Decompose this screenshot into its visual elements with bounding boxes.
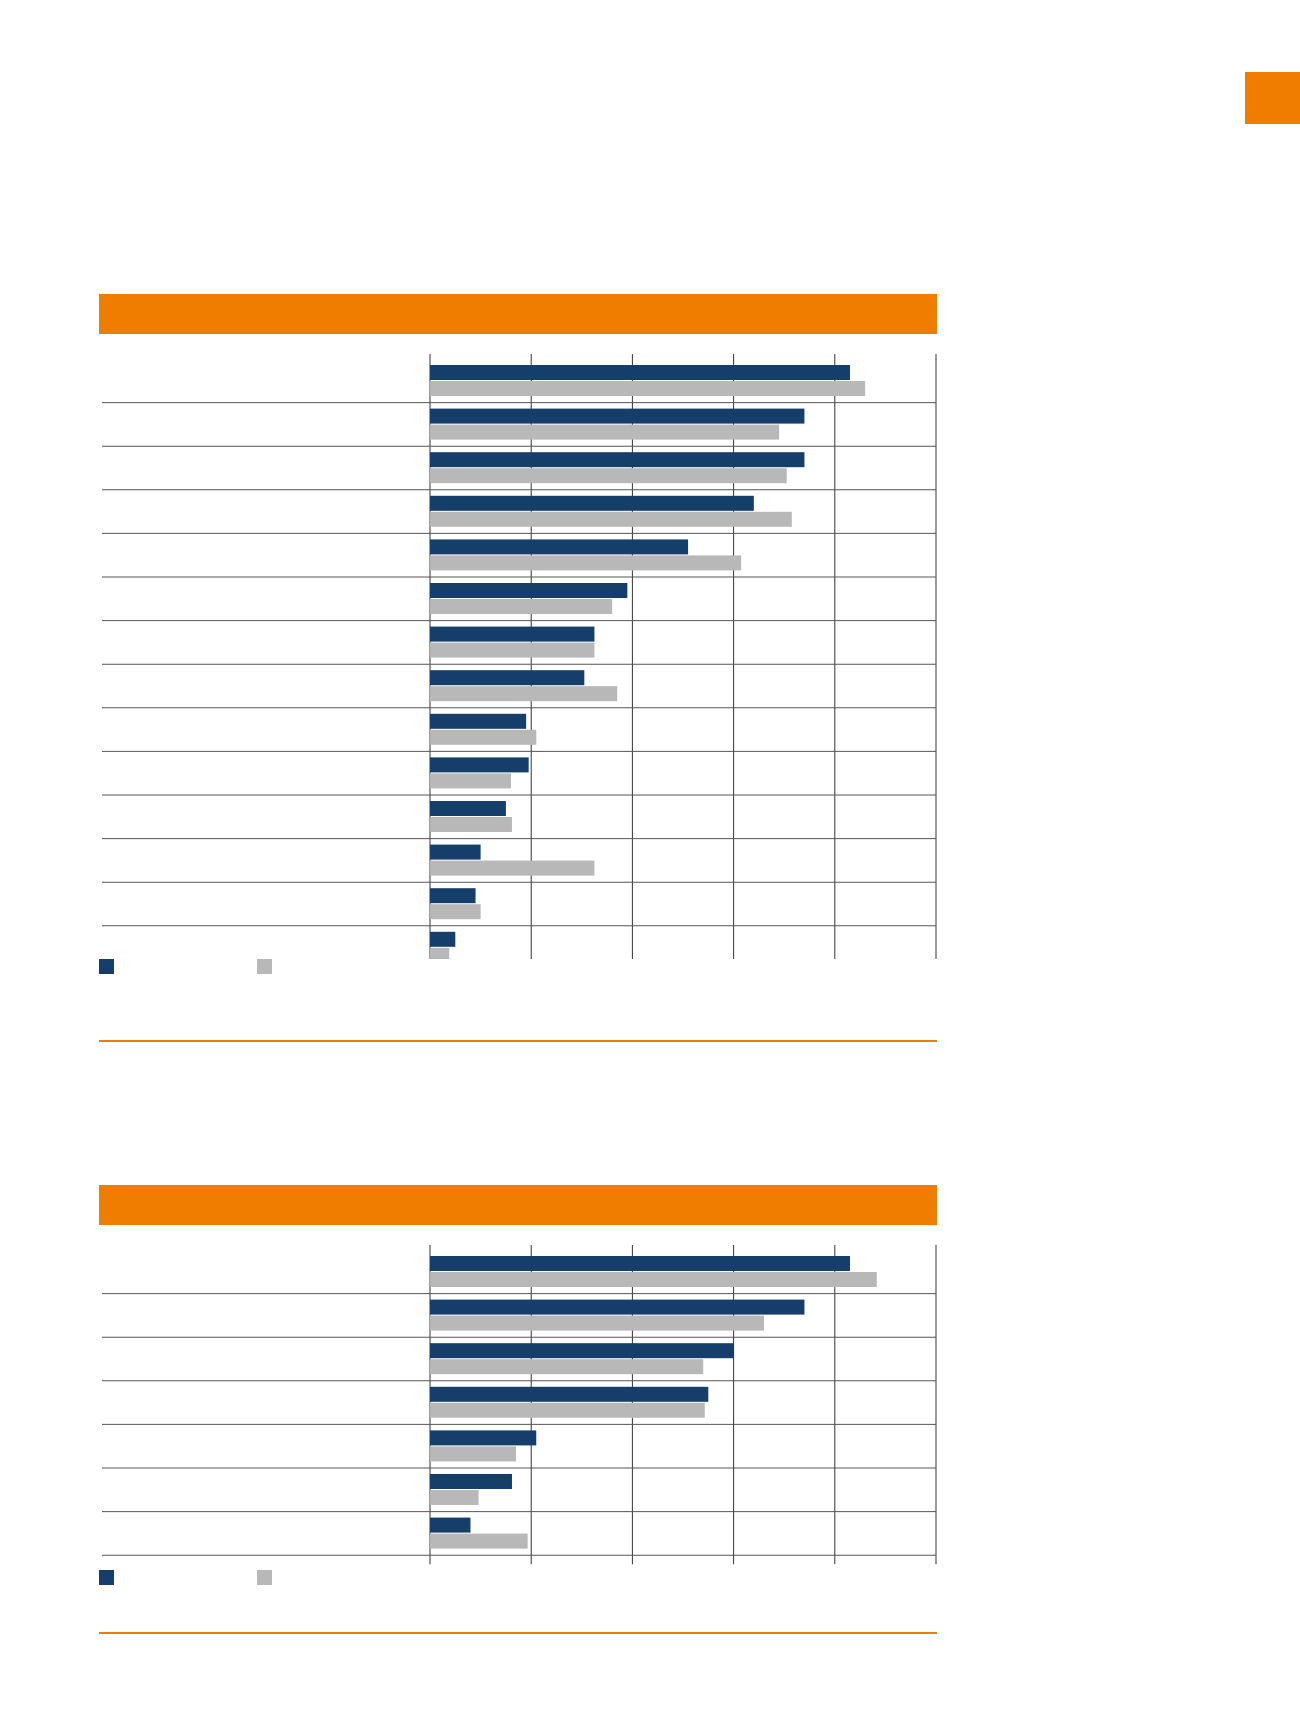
bar-secondary-9 bbox=[430, 773, 511, 789]
chart-legend bbox=[99, 1570, 937, 1600]
legend-item-primary bbox=[99, 959, 122, 974]
bar-secondary-3 bbox=[430, 1402, 705, 1418]
legend-swatch-secondary bbox=[257, 959, 272, 974]
bar-primary-5 bbox=[430, 583, 628, 598]
bar-primary-3 bbox=[430, 1386, 709, 1402]
bar-secondary-1 bbox=[430, 1315, 764, 1331]
bar-primary-13 bbox=[430, 931, 456, 947]
bar-secondary-1 bbox=[430, 424, 780, 440]
bar-secondary-0 bbox=[430, 1272, 877, 1287]
bar-primary-6 bbox=[430, 1517, 471, 1533]
legend-item-primary bbox=[99, 1570, 122, 1585]
legend-swatch-secondary bbox=[257, 1570, 272, 1585]
bar-secondary-12 bbox=[430, 904, 481, 920]
chart-legend bbox=[99, 959, 937, 989]
chart-footer-rule bbox=[99, 1040, 937, 1042]
bar-secondary-4 bbox=[430, 555, 742, 571]
legend-item-secondary bbox=[257, 1570, 280, 1585]
bar-primary-4 bbox=[430, 539, 689, 555]
bar-secondary-2 bbox=[430, 468, 787, 484]
bar-chart-2 bbox=[102, 1245, 937, 1565]
bar-primary-8 bbox=[430, 713, 527, 729]
bar-chart-1 bbox=[102, 354, 937, 959]
section-tab-marker bbox=[1245, 72, 1300, 124]
bar-primary-7 bbox=[430, 670, 585, 686]
bar-secondary-4 bbox=[430, 1446, 517, 1462]
bar-secondary-3 bbox=[430, 511, 792, 527]
bar-primary-0 bbox=[430, 1256, 850, 1271]
bar-primary-10 bbox=[430, 801, 506, 816]
chart-block-1 bbox=[99, 294, 937, 1042]
bar-primary-12 bbox=[430, 888, 476, 904]
bar-primary-0 bbox=[430, 365, 850, 380]
bar-secondary-11 bbox=[430, 860, 595, 876]
bar-secondary-8 bbox=[430, 729, 537, 745]
bar-primary-3 bbox=[430, 495, 754, 511]
bar-primary-4 bbox=[430, 1430, 537, 1446]
chart-header-bar bbox=[99, 1185, 937, 1225]
bar-secondary-10 bbox=[430, 817, 512, 832]
chart-footer-rule bbox=[99, 1632, 937, 1634]
bar-primary-2 bbox=[430, 1343, 734, 1359]
bar-primary-1 bbox=[430, 408, 805, 424]
bar-secondary-5 bbox=[430, 599, 613, 614]
bar-primary-5 bbox=[430, 1474, 512, 1489]
bar-primary-11 bbox=[430, 844, 481, 860]
legend-swatch-primary bbox=[99, 959, 114, 974]
bar-primary-1 bbox=[430, 1299, 805, 1315]
chart-header-bar bbox=[99, 294, 937, 334]
bar-secondary-0 bbox=[430, 381, 866, 396]
bar-primary-9 bbox=[430, 757, 529, 773]
bar-secondary-6 bbox=[430, 642, 595, 658]
bar-secondary-2 bbox=[430, 1359, 704, 1375]
chart-block-2 bbox=[99, 1185, 937, 1634]
bar-primary-6 bbox=[430, 626, 595, 642]
bar-primary-2 bbox=[430, 452, 805, 468]
legend-item-secondary bbox=[257, 959, 280, 974]
bar-secondary-5 bbox=[430, 1490, 479, 1505]
bar-secondary-13 bbox=[430, 947, 450, 959]
legend-swatch-primary bbox=[99, 1570, 114, 1585]
bar-secondary-6 bbox=[430, 1533, 528, 1549]
bar-secondary-7 bbox=[430, 686, 618, 702]
